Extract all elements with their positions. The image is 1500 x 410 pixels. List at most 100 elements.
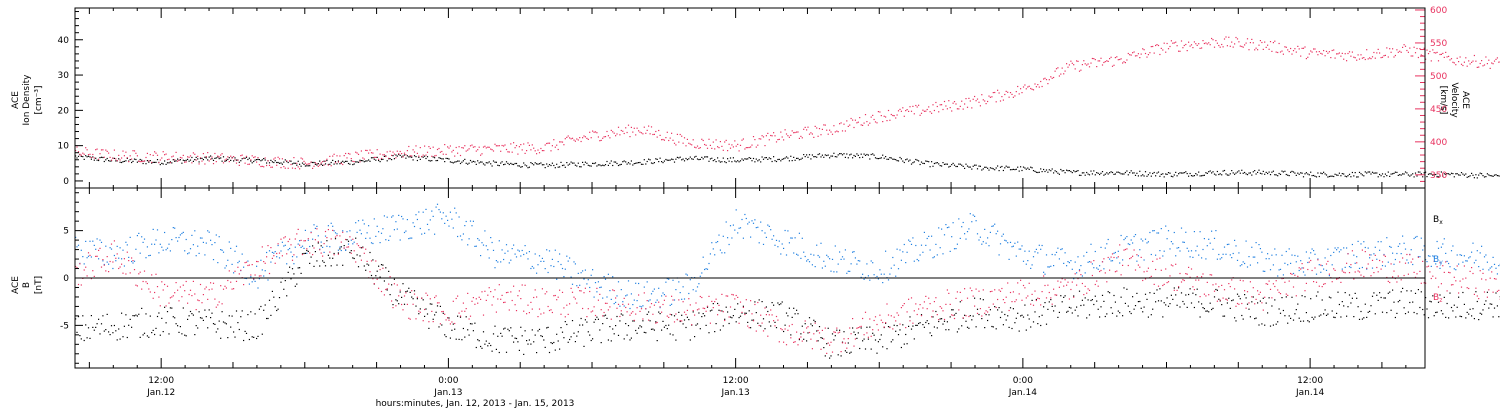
series-velocity-dot (830, 131, 832, 133)
series-by-dot (1198, 254, 1200, 256)
series-velocity-dot (864, 114, 867, 116)
series-density-dot (564, 166, 566, 168)
series-bz-dot (159, 305, 161, 307)
series-bx-dot (155, 327, 157, 329)
series-density-dot (1123, 173, 1125, 175)
series-velocity-dot (663, 139, 665, 141)
series-density-dot (866, 153, 868, 156)
series-by-dot (866, 263, 868, 265)
series-velocity-dot (926, 108, 928, 111)
series-bx-dot (586, 321, 588, 323)
series-by-dot (629, 307, 631, 310)
series-by-dot (1439, 267, 1441, 269)
series-bx-dot (146, 335, 148, 337)
series-density-dot (722, 157, 724, 159)
series-bx-dot (1100, 306, 1102, 308)
series-velocity-dot (596, 132, 598, 134)
series-velocity-dot (1466, 65, 1468, 67)
series-velocity-dot (1156, 44, 1158, 46)
density-tick-label: 20 (58, 106, 70, 116)
series-bx-dot (287, 271, 289, 273)
series-bx-dot (256, 337, 258, 340)
series-density-dot (92, 156, 94, 158)
series-bx-dot (652, 328, 654, 330)
series-density-dot (1008, 166, 1010, 168)
series-velocity-dot (451, 151, 453, 153)
series-bx-dot (323, 261, 325, 263)
series-by-dot (334, 232, 337, 234)
series-density-dot (617, 164, 620, 167)
series-density-dot (1201, 175, 1203, 177)
series-density-dot (831, 155, 834, 157)
series-bx-dot (758, 299, 760, 301)
series-velocity-dot (192, 152, 194, 154)
series-by-dot (1147, 241, 1149, 243)
series-by-dot (780, 253, 782, 255)
series-bz-dot (118, 267, 120, 270)
series-bx-dot (92, 326, 94, 328)
series-by-dot (1245, 240, 1247, 242)
series-density-dot (662, 162, 664, 164)
series-density-dot (485, 162, 487, 164)
series-by-dot (975, 220, 977, 222)
series-velocity-dot (948, 100, 950, 102)
series-by-dot (477, 238, 479, 240)
series-density-dot (293, 162, 295, 164)
series-bx-dot (602, 323, 604, 325)
series-velocity-dot (1331, 49, 1333, 52)
series-density-dot (1460, 172, 1463, 174)
series-bx-dot (823, 347, 825, 349)
series-density-dot (609, 162, 611, 164)
series-by-dot (386, 216, 388, 218)
series-bx-dot (366, 263, 368, 265)
series-density-dot (462, 160, 464, 162)
series-density-dot (447, 157, 449, 160)
series-bz-dot (320, 252, 322, 254)
series-velocity-dot (133, 150, 136, 152)
series-density-dot (373, 158, 375, 160)
series-velocity-dot (403, 152, 406, 154)
series-bx-dot (175, 323, 177, 325)
series-bx-dot (1058, 311, 1060, 313)
series-by-dot (1038, 244, 1040, 246)
series-density-dot (1081, 172, 1083, 174)
series-density-dot (247, 158, 249, 161)
series-density-dot (164, 160, 166, 162)
series-velocity-dot (123, 155, 125, 157)
series-velocity-dot (458, 146, 460, 148)
series-by-dot (1440, 246, 1442, 248)
series-velocity-dot (1370, 58, 1372, 60)
series-by-dot (154, 243, 156, 245)
series-velocity-dot (299, 168, 301, 170)
series-bz-dot (121, 263, 123, 265)
series-by-dot (1199, 231, 1201, 233)
series-by-dot (564, 268, 566, 270)
series-velocity-dot (920, 112, 923, 114)
series-velocity-dot (1132, 52, 1134, 54)
series-bz-dot (253, 278, 255, 280)
series-density-dot (704, 156, 706, 158)
series-bz-dot (146, 282, 148, 285)
series-by-dot (1481, 245, 1483, 247)
series-bx-dot (1120, 296, 1122, 298)
series-by-dot (182, 231, 184, 233)
series-bx-dot (816, 330, 818, 332)
series-bz-dot (359, 246, 361, 249)
series-by-dot (1160, 228, 1162, 230)
series-bx-dot (886, 348, 888, 350)
series-bx-dot (919, 322, 921, 324)
series-by-dot (342, 230, 344, 232)
series-density-dot (1435, 173, 1437, 176)
series-by-dot (999, 243, 1002, 245)
series-density-dot (988, 169, 990, 171)
series-bz-dot (181, 296, 183, 298)
series-density-dot (215, 157, 217, 159)
series-bz-dot (360, 259, 362, 261)
series-bx-dot (1192, 292, 1194, 294)
series-by-dot (1110, 260, 1112, 262)
series-by-dot (1020, 248, 1022, 250)
series-by-dot (139, 252, 141, 254)
series-velocity-dot (286, 160, 288, 162)
series-by-dot (372, 242, 374, 245)
series-by-dot (80, 249, 82, 251)
